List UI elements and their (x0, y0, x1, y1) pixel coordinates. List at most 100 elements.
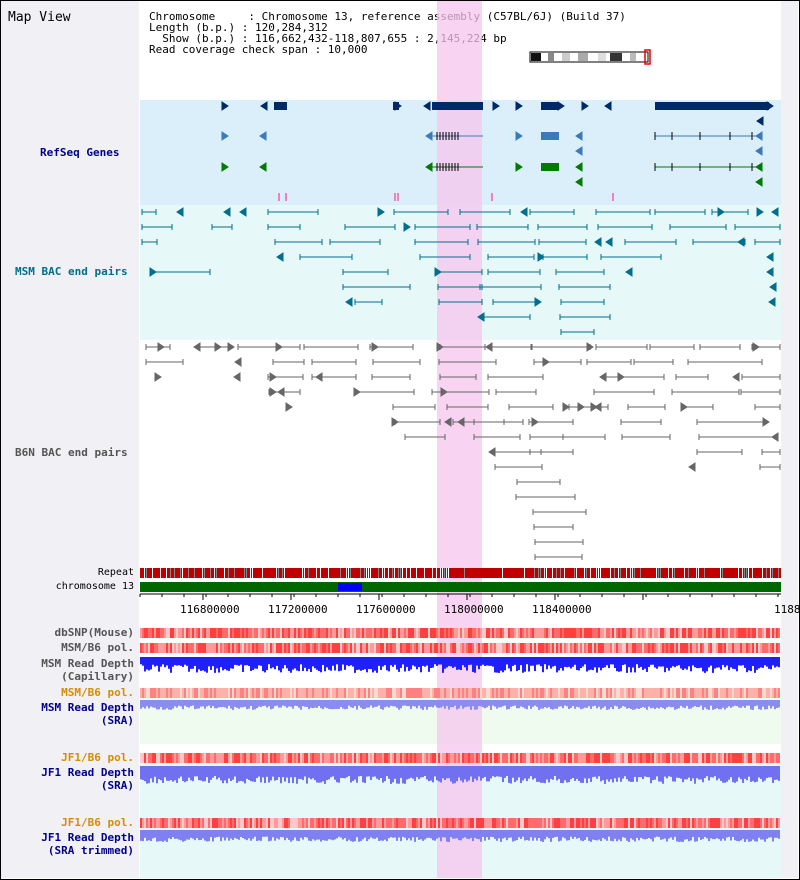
heat-cell (470, 818, 472, 828)
heat-cell (658, 643, 660, 653)
bac-arrow (157, 342, 165, 352)
axis-tick-label: 117200000 (268, 603, 328, 616)
msm-depth-sra-label[interactable]: MSM Read Depth (SRA) (41, 701, 134, 727)
heat-cell (614, 643, 616, 653)
heat-cell (504, 643, 506, 653)
depth-bar (386, 830, 388, 842)
depth-bar (658, 830, 660, 837)
heat-cell (758, 643, 760, 653)
depth-bar (186, 830, 188, 840)
depth-bar (446, 766, 448, 779)
depth-bar (160, 657, 162, 667)
dbsnp-label[interactable]: dbSNP(Mouse) (54, 626, 134, 639)
heat-cell (562, 643, 564, 653)
heat-cell (490, 818, 492, 828)
heat-cell (612, 628, 614, 638)
repeat-element (180, 568, 181, 578)
jf1-b6-pol-2-label[interactable]: JF1/B6 pol. (61, 816, 134, 829)
msm-bac-label[interactable]: MSM BAC end pairs (15, 265, 128, 278)
heat-cell (626, 688, 628, 698)
depth-bar (622, 657, 624, 665)
jf1-depth-sra-label[interactable]: JF1 Read Depth (SRA) (41, 766, 134, 792)
heat-cell (520, 688, 522, 698)
bac-arrow (488, 447, 496, 457)
depth-bar (520, 657, 522, 666)
depth-bar (384, 657, 386, 666)
heat-cell (308, 643, 310, 653)
msm-bac-track[interactable] (141, 207, 781, 335)
chromosome-ideogram[interactable] (529, 49, 651, 65)
depth-bar (350, 830, 352, 842)
depth-bar (634, 766, 636, 777)
heat-cell (534, 753, 536, 763)
heat-cell (522, 688, 524, 698)
heat-cell (172, 818, 174, 828)
msm-depth-capillary-label[interactable]: MSM Read Depth (Capillary) (41, 657, 134, 683)
b6n-bac-label[interactable]: B6N BAC end pairs (15, 446, 128, 459)
heat-cell (772, 688, 774, 698)
repeat-label[interactable]: Repeat (97, 567, 134, 578)
depth-bar (228, 766, 230, 779)
depth-bar (312, 657, 314, 667)
heat-cell (482, 688, 484, 698)
heat-cell (688, 688, 690, 698)
heat-cell (434, 818, 436, 828)
heat-cell (384, 628, 386, 638)
highlight-region[interactable] (437, 1, 482, 878)
b6n-bac-track[interactable] (145, 342, 781, 560)
heat-cell (220, 643, 222, 653)
heat-cell (316, 628, 318, 638)
jf1-depth-trimmed-label[interactable]: JF1 Read Depth (SRA trimmed) (41, 831, 134, 857)
heat-cell (278, 818, 280, 828)
heat-cell (148, 818, 150, 828)
chromosome-bar[interactable] (140, 582, 781, 592)
coverage-span-line: Read coverage check span : 10,000 (149, 43, 368, 56)
depth-bar (690, 766, 692, 782)
gene-arrow (756, 116, 764, 126)
heat-cell (294, 818, 296, 828)
chromosome-label[interactable]: chromosome 13 (55, 581, 134, 592)
msm-b6-pol-label[interactable]: MSM/B6 pol. (61, 641, 134, 654)
depth-bar (732, 657, 734, 669)
bac-arrow (768, 297, 776, 307)
repeat-element (772, 568, 773, 578)
depth-bar (472, 830, 474, 842)
refseq-label[interactable]: RefSeq Genes (40, 146, 120, 159)
heat-cell (710, 688, 712, 698)
depth-bar (276, 830, 278, 839)
depth-bar (384, 700, 386, 708)
heat-cell (584, 818, 586, 828)
refseq-genes-track[interactable] (221, 101, 774, 201)
depth-bar (390, 830, 392, 838)
depth-bar (356, 830, 358, 838)
heat-cell (534, 643, 536, 653)
heat-cell (340, 753, 342, 763)
depth-bar (584, 766, 586, 779)
repeat-track[interactable] (140, 568, 781, 578)
depth-bar (652, 830, 654, 842)
depth-bar (268, 830, 270, 842)
heat-cell (762, 628, 764, 638)
heat-cell (336, 628, 338, 638)
repeat-element (394, 568, 395, 578)
depth-bar (524, 766, 526, 779)
depth-bar (450, 766, 452, 782)
depth-bar (716, 657, 718, 668)
heat-cell (454, 753, 456, 763)
variation-depth-tracks[interactable] (140, 628, 780, 842)
heat-cell (658, 688, 660, 698)
heat-cell (766, 643, 768, 653)
jf1-b6-pol-label[interactable]: JF1/B6 pol. (61, 751, 134, 764)
heat-cell (248, 753, 250, 763)
depth-bar (534, 830, 536, 838)
heat-cell (658, 818, 660, 828)
heat-cell (196, 628, 198, 638)
depth-bar (298, 657, 300, 672)
heat-cell (380, 628, 382, 638)
depth-bar (388, 830, 390, 839)
heat-cell (776, 753, 778, 763)
msm-b6-pol-2-label[interactable]: MSM/B6 pol. (61, 686, 134, 699)
heat-cell (438, 753, 440, 763)
heat-cell (474, 688, 476, 698)
